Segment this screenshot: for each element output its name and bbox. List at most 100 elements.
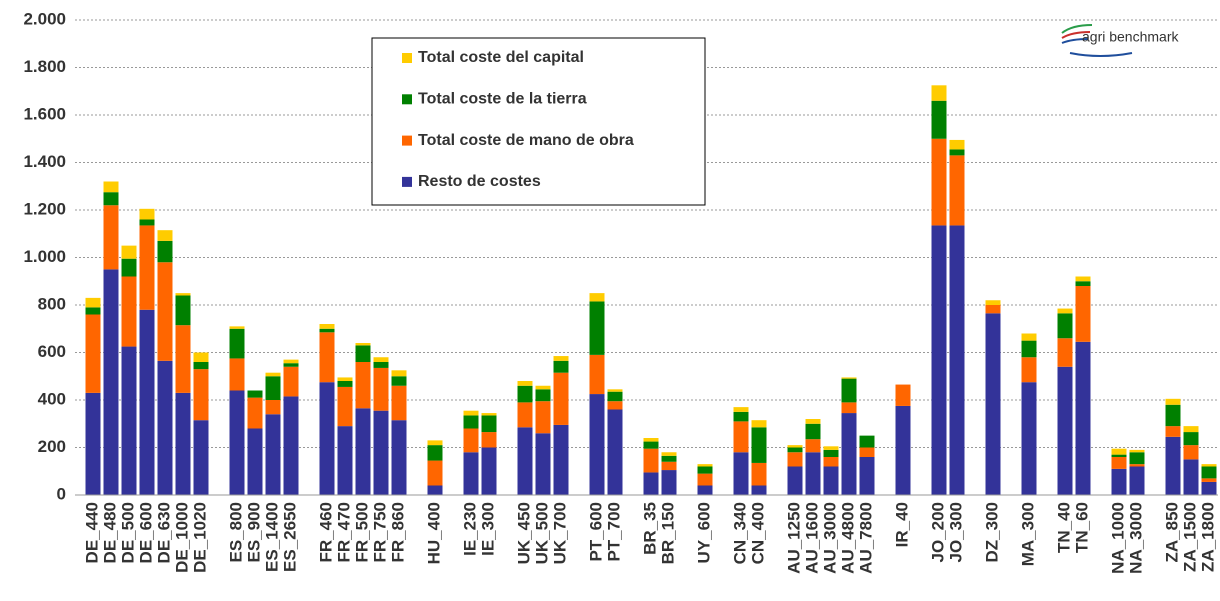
x-tick-label: FR_750 [370,502,389,562]
bar-segment [193,362,209,370]
legend-label: Total coste de mano de obra [418,132,634,149]
bar-segment [949,155,965,226]
bar-segment [121,276,137,347]
bar-segment [607,401,623,410]
bar-segment [121,346,137,495]
bar-segment [1075,341,1091,495]
bar-segment [1165,426,1181,437]
x-tick-label: IE_300 [478,502,497,556]
x-tick-label: JO_200 [928,502,947,563]
bar-segment [1111,457,1127,469]
bar-segment [355,343,371,346]
bar-segment [319,324,335,329]
x-tick-label: DE_1020 [190,502,209,573]
x-tick-label: NA_3000 [1126,502,1145,574]
bar-segment [859,447,875,457]
x-tick-label: FR_460 [316,502,335,562]
bar-segment [733,452,749,495]
legend-label: Total coste de la tierra [418,91,587,108]
bar-segment [175,325,191,393]
legend-swatch [402,94,412,105]
x-tick-label: ES_2650 [280,502,299,572]
bar-segment [265,414,281,495]
bar-segment [787,452,803,467]
bar-segment [823,457,839,467]
bar-segment [1075,286,1091,342]
logo-swoosh [1061,24,1093,34]
bar-segment [103,181,119,193]
x-tick-label: ES_1400 [262,502,281,572]
bar-segment [373,357,389,362]
x-tick-label: PT_600 [586,502,605,562]
x-tick-label: UK_450 [514,502,533,564]
bar-segment [931,138,947,226]
bar-segment [463,428,479,453]
bar-segment [193,352,209,362]
x-tick-label: NA_1000 [1108,502,1127,574]
bar-segment [229,358,245,391]
bar-segment [895,405,911,495]
bar-segment [193,420,209,495]
bar-segment [1111,448,1127,455]
x-tick-label: AU_7800 [856,502,875,574]
x-tick-label: BR_35 [640,502,659,555]
bar-segment [517,402,533,428]
y-tick-label: 0 [57,484,66,503]
bar-segment [175,392,191,495]
x-tick-label: UK_500 [532,502,551,564]
bar-segment [985,305,1001,314]
bar-segment [643,438,659,442]
bar-segment [553,424,569,495]
bar-segment [895,384,911,406]
x-tick-label: PT_700 [604,502,623,562]
x-tick-label: CN_340 [730,502,749,564]
legend-label: Resto de costes [418,173,541,190]
bar-segment [1165,436,1181,495]
y-tick-label: 800 [38,294,66,313]
bar-segment [589,394,605,495]
bar-segment [85,314,101,393]
bar-segment [553,372,569,425]
bar-segment [355,345,371,362]
bar-segment [463,415,479,429]
bar-segment [1183,432,1199,446]
bar-segment [337,381,353,387]
bar-segment [1201,478,1217,482]
bar-segment [535,401,551,434]
bar-segment [517,381,533,386]
bar-segment [751,485,767,495]
bar-segment [283,363,299,367]
bar-segment [1129,449,1145,453]
bar-segment [805,439,821,453]
bar-segment [391,376,407,386]
bar-segment [1111,454,1127,457]
bar-segment [1021,340,1037,358]
bar-segment [319,382,335,495]
bar-segment [337,386,353,427]
legend-swatch [402,135,412,146]
bar-segment [643,472,659,495]
bar-segment [1021,382,1037,495]
bar-segment [841,402,857,414]
bar-segment [247,390,263,398]
bar-segment [1057,313,1073,339]
logo-text: agri benchmark [1082,29,1179,45]
y-tick-label: 1.400 [23,152,66,171]
bar-segment [553,360,569,373]
x-tick-label: TN_60 [1072,502,1091,553]
logo-swoosh [1061,31,1091,39]
bar-segment [1129,466,1145,495]
x-tick-label: TN_40 [1054,502,1073,553]
bar-segment [373,367,389,411]
x-tick-label: AU_1250 [784,502,803,574]
bar-segment [841,378,857,403]
legend-swatch [402,53,412,63]
x-tick-label: ZA_850 [1162,502,1181,562]
bar-segment [733,421,749,453]
bar-segment [823,466,839,495]
bar-segment [733,411,749,422]
bar-segment [1111,468,1127,495]
bar-segment [1075,276,1091,282]
legend-box [371,37,706,206]
